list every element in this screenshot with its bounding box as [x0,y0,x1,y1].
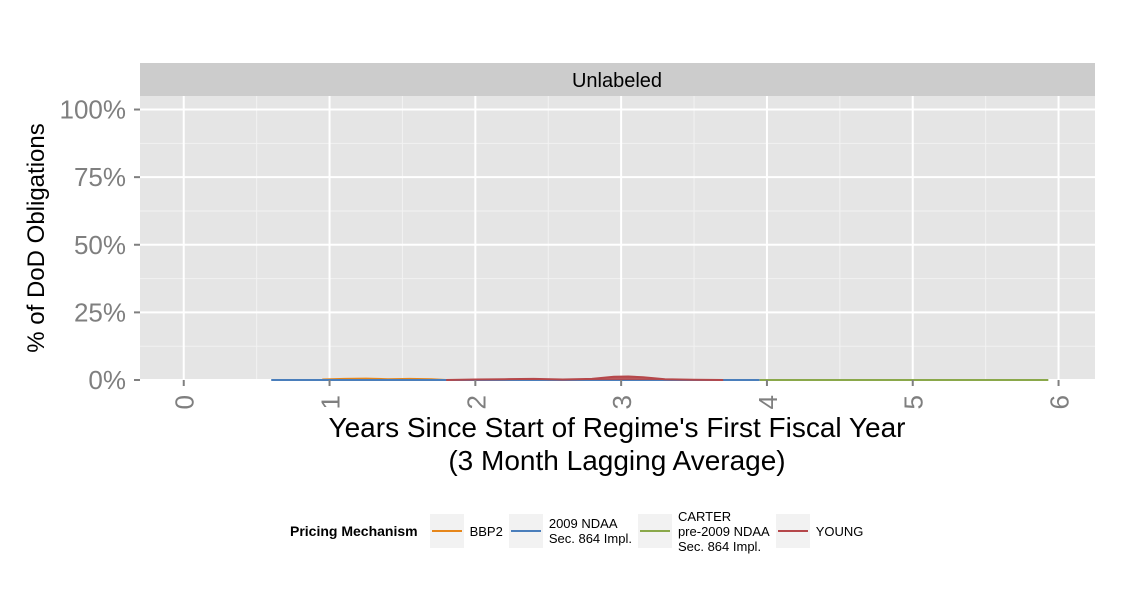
y-tick-label: 100% [60,95,127,125]
x-tick-label: 6 [1045,395,1075,409]
legend-key [508,514,543,548]
legend-label: BBP2 [469,523,503,539]
x-axis-title-line1: Years Since Start of Regime's First Fisc… [329,412,906,443]
y-tick-label: 0% [88,365,126,395]
legend-swatch [639,530,670,532]
y-axis-title: % of DoD Obligations [23,123,50,352]
series-line-3 [446,375,724,381]
x-tick-label: 0 [170,395,200,409]
legend-key [637,514,672,548]
facet-label: Unlabeled [572,70,662,92]
legend-item: YOUNG [775,514,864,548]
legend-swatch [777,530,808,532]
legend: Pricing Mechanism BBP2 2009 NDAA Sec. 864… [290,503,869,559]
grid-major [140,96,1095,381]
x-axis-title-line2: (3 Month Lagging Average) [448,445,785,476]
legend-swatch [431,530,462,532]
x-axis: 0 1 2 3 4 5 6 [170,380,1075,409]
legend-swatch [510,530,541,532]
legend-item: 2009 NDAA Sec. 864 Impl. [508,514,632,548]
legend-title: Pricing Mechanism [290,523,418,539]
legend-item: BBP2 [429,514,503,548]
x-tick-label: 2 [461,395,491,409]
legend-label: CARTER pre-2009 NDAA Sec. 864 Impl. [677,508,770,554]
x-tick-label: 4 [753,395,783,409]
legend-key [775,514,810,548]
x-tick-label: 5 [899,395,929,409]
legend-label: 2009 NDAA Sec. 864 Impl. [548,516,632,546]
legend-item: CARTER pre-2009 NDAA Sec. 864 Impl. [637,508,770,554]
legend-key [429,514,464,548]
grid-minor [140,96,1095,380]
y-tick-label: 50% [74,230,126,260]
y-axis: 0% 25% 50% 75% 100% [60,95,140,395]
y-tick-label: 25% [74,297,126,327]
legend-items: BBP2 2009 NDAA Sec. 864 Impl. CARTER pre-2… [429,508,870,554]
x-tick-label: 1 [316,395,346,409]
x-tick-label: 3 [607,395,637,409]
y-tick-label: 75% [74,162,126,192]
plot-panel [140,96,1095,380]
legend-label: YOUNG [815,523,864,539]
facet-strip [140,63,1095,96]
